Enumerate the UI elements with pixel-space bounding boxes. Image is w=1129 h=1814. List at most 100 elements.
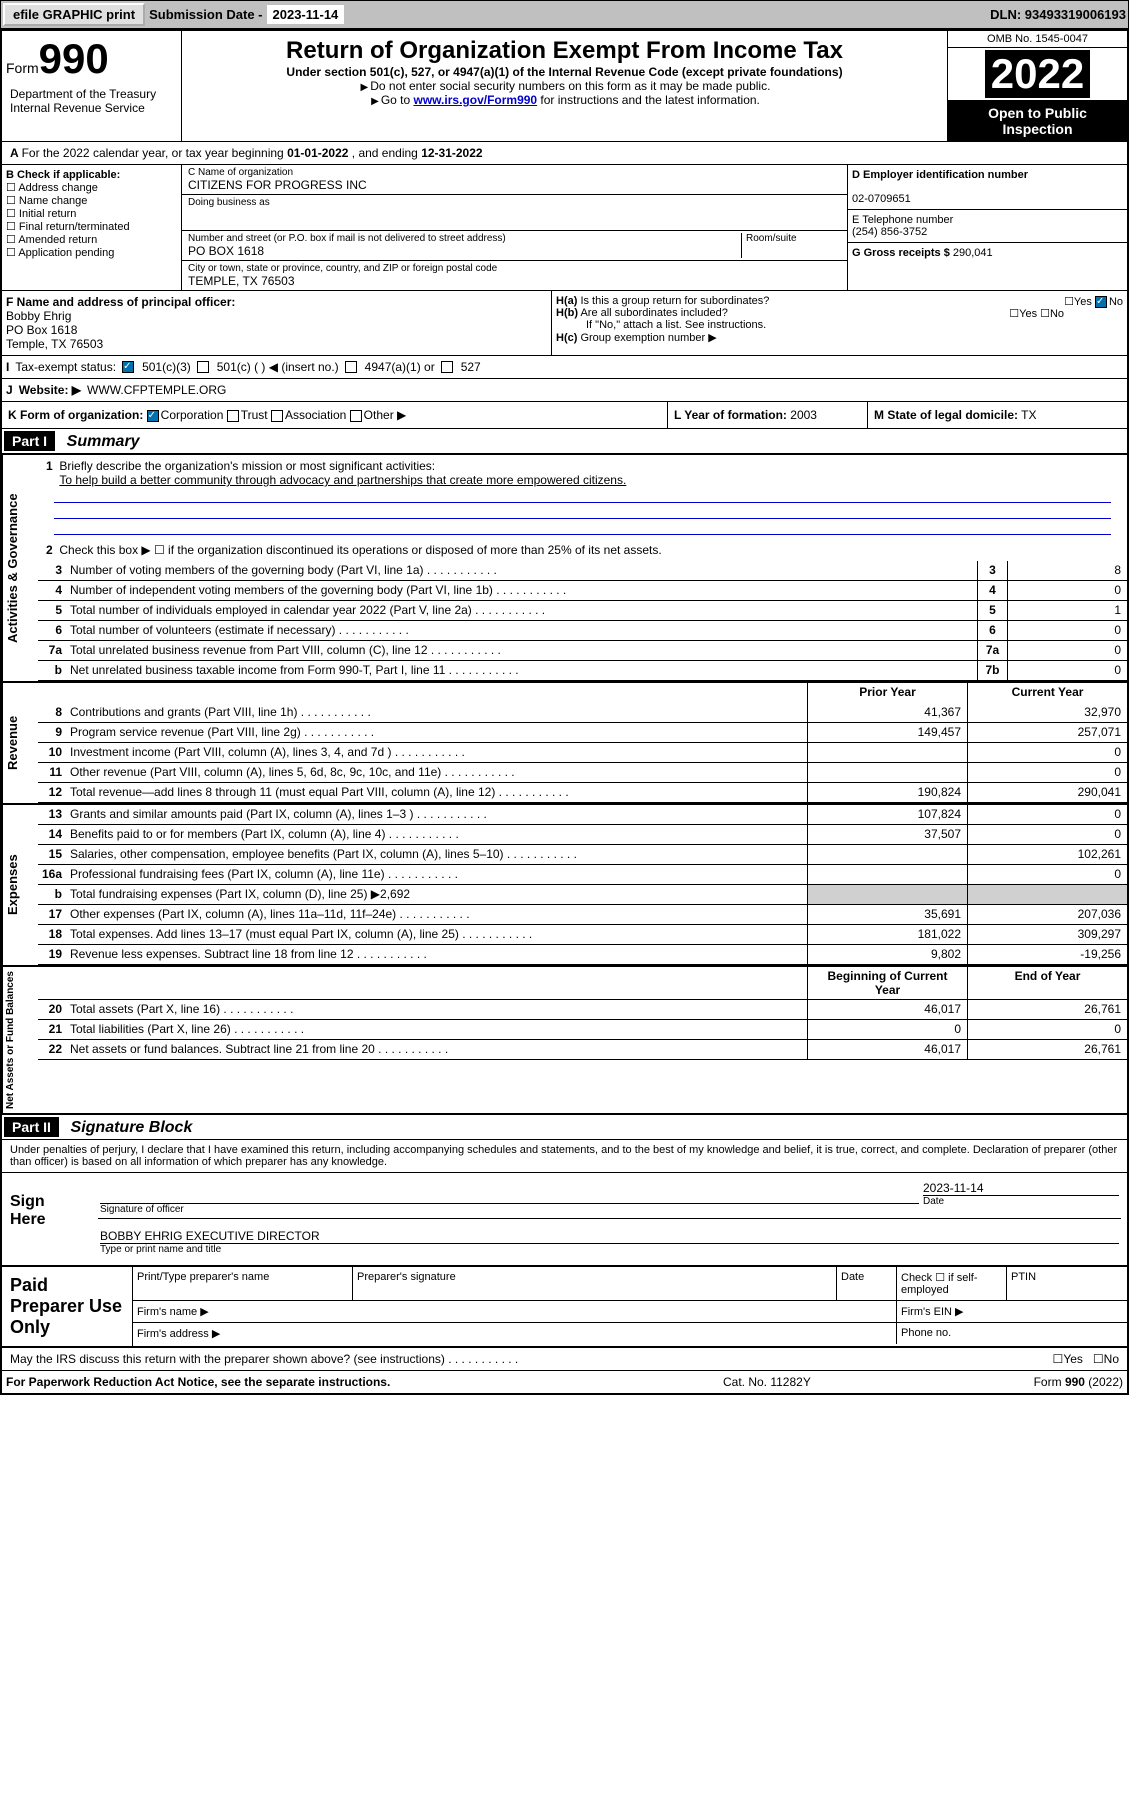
side-governance: Activities & Governance — [2, 455, 38, 681]
ssn-note: Do not enter social security numbers on … — [188, 79, 941, 93]
col-b-checkboxes: B Check if applicable: ☐ Address change … — [2, 165, 182, 290]
officer-name: Bobby Ehrig — [6, 309, 71, 323]
line-18: 18Total expenses. Add lines 13–17 (must … — [38, 925, 1127, 945]
line-8: 8Contributions and grants (Part VIII, li… — [38, 703, 1127, 723]
paperwork-notice: For Paperwork Reduction Act Notice, see … — [6, 1375, 723, 1389]
part1-header: Part I — [4, 431, 55, 451]
chk-address-change[interactable]: ☐ Address change — [6, 181, 177, 194]
chk-name-change[interactable]: ☐ Name change — [6, 194, 177, 207]
form-number: Form990 — [6, 35, 177, 83]
prep-name-label: Print/Type preparer's name — [133, 1267, 353, 1300]
addr-label: Number and street (or P.O. box if mail i… — [188, 233, 741, 244]
year-formation: L Year of formation: 2003 — [667, 402, 867, 428]
chk-other[interactable] — [350, 410, 362, 422]
part1-title: Summary — [59, 433, 140, 450]
paid-preparer-label: Paid Preparer Use Only — [2, 1267, 132, 1346]
line-17: 17Other expenses (Part IX, column (A), l… — [38, 905, 1127, 925]
chk-final-return[interactable]: ☐ Final return/terminated — [6, 220, 177, 233]
sign-here-label: Sign Here — [2, 1173, 92, 1265]
form-footer: Form 990 (2022) — [923, 1375, 1123, 1389]
officer-addr2: Temple, TX 76503 — [6, 337, 103, 351]
chk-4947[interactable] — [345, 361, 357, 373]
chk-501c[interactable] — [197, 361, 209, 373]
line-7a: 7aTotal unrelated business revenue from … — [38, 641, 1127, 661]
hb-question: H(b) Are all subordinates included? ☐Yes… — [556, 307, 1123, 319]
declaration-text: Under penalties of perjury, I declare th… — [2, 1140, 1127, 1173]
prep-sig-label: Preparer's signature — [353, 1267, 837, 1300]
prior-year-hdr: Prior Year — [807, 683, 967, 703]
sig-officer-label: Signature of officer — [100, 1203, 919, 1215]
line-11: 11Other revenue (Part VIII, column (A), … — [38, 763, 1127, 783]
chk-assoc[interactable] — [271, 410, 283, 422]
ein-value: 02-0709651 — [852, 193, 911, 205]
q2-text: Check this box ▶ ☐ if the organization d… — [59, 543, 661, 557]
dept-treasury: Department of the Treasury Internal Reve… — [6, 83, 177, 119]
line-16a: 16aProfessional fundraising fees (Part I… — [38, 865, 1127, 885]
org-name: CITIZENS FOR PROGRESS INC — [188, 178, 841, 192]
form-title: Return of Organization Exempt From Incom… — [188, 37, 941, 65]
room-label: Room/suite — [746, 233, 841, 244]
submission-label: Submission Date - — [149, 7, 262, 22]
chk-app-pending[interactable]: ☐ Application pending — [6, 246, 177, 259]
state-domicile: M State of legal domicile: TX — [867, 402, 1127, 428]
line-22: 22Net assets or fund balances. Subtract … — [38, 1040, 1127, 1060]
dln-value: DLN: 93493319006193 — [990, 7, 1126, 22]
chk-trust[interactable] — [227, 410, 239, 422]
row-j-website: J Website: ▶ WWW.CFPTEMPLE.ORG — [2, 379, 1127, 402]
addr-value: PO BOX 1618 — [188, 244, 741, 258]
prep-date-label: Date — [837, 1267, 897, 1300]
firm-phone-label: Phone no. — [897, 1323, 1127, 1344]
firm-ein-label: Firm's EIN ▶ — [897, 1301, 1127, 1322]
phone-label: E Telephone number — [852, 214, 953, 226]
chk-amended[interactable]: ☐ Amended return — [6, 233, 177, 246]
chk-527[interactable] — [441, 361, 453, 373]
line-6: 6Total number of volunteers (estimate if… — [38, 621, 1127, 641]
chk-initial-return[interactable]: ☐ Initial return — [6, 207, 177, 220]
city-value: TEMPLE, TX 76503 — [188, 274, 841, 288]
chk-501c3[interactable] — [122, 361, 134, 373]
line-9: 9Program service revenue (Part VIII, lin… — [38, 723, 1127, 743]
omb-number: OMB No. 1545-0047 — [948, 31, 1127, 48]
firm-addr-label: Firm's address ▶ — [133, 1323, 897, 1344]
line-5: 5Total number of individuals employed in… — [38, 601, 1127, 621]
part2-header: Part II — [4, 1117, 59, 1137]
current-year-hdr: Current Year — [967, 683, 1127, 703]
website-note: Go to www.irs.gov/Form990 for instructio… — [188, 93, 941, 107]
chk-corp[interactable] — [147, 410, 159, 422]
ha-question: H(a) Is this a group return for subordin… — [556, 295, 1123, 307]
submission-date: 2023-11-14 — [267, 5, 345, 24]
prep-ptin-label: PTIN — [1007, 1267, 1127, 1300]
row-i-tax-status: I Tax-exempt status: 501(c)(3) 501(c) ( … — [2, 356, 1127, 379]
prep-selfemp: Check ☐ if self-employed — [897, 1267, 1007, 1300]
sig-date: 2023-11-14 — [923, 1181, 1119, 1195]
sig-name: BOBBY EHRIG EXECUTIVE DIRECTOR — [100, 1229, 1119, 1243]
line-b: bTotal fundraising expenses (Part IX, co… — [38, 885, 1127, 905]
dba-label: Doing business as — [188, 197, 841, 208]
org-name-label: C Name of organization — [188, 167, 841, 178]
irs-link[interactable]: www.irs.gov/Form990 — [414, 93, 538, 107]
form-frame: Form990 Department of the Treasury Inter… — [0, 29, 1129, 1395]
row-k-org-form: K Form of organization: Corporation Trus… — [2, 402, 667, 428]
gross-value: 290,041 — [953, 247, 993, 259]
form-subtitle: Under section 501(c), 527, or 4947(a)(1)… — [188, 65, 941, 79]
line-3: 3Number of voting members of the governi… — [38, 561, 1127, 581]
sig-name-label: Type or print name and title — [100, 1243, 1119, 1255]
h-note: If "No," attach a list. See instructions… — [556, 319, 1123, 331]
ein-label: D Employer identification number — [852, 169, 1028, 181]
open-inspection: Open to Public Inspection — [948, 101, 1127, 141]
line-20: 20Total assets (Part X, line 16) 46,0172… — [38, 1000, 1127, 1020]
begin-year-hdr: Beginning of Current Year — [807, 967, 967, 999]
hc-question: H(c) Group exemption number ▶ — [556, 331, 1123, 344]
line-12: 12Total revenue—add lines 8 through 11 (… — [38, 783, 1127, 803]
line-15: 15Salaries, other compensation, employee… — [38, 845, 1127, 865]
end-year-hdr: End of Year — [967, 967, 1127, 999]
q1-label: Briefly describe the organization's miss… — [59, 459, 435, 473]
discuss-row: May the IRS discuss this return with the… — [2, 1348, 1127, 1371]
line-4: 4Number of independent voting members of… — [38, 581, 1127, 601]
side-netassets: Net Assets or Fund Balances — [2, 967, 38, 1113]
mission-text: To help build a better community through… — [59, 473, 626, 487]
side-expenses: Expenses — [2, 805, 38, 965]
efile-print-button[interactable]: efile GRAPHIC print — [3, 3, 145, 26]
tax-year: 2022 — [985, 50, 1090, 98]
part2-title: Signature Block — [63, 1119, 193, 1136]
